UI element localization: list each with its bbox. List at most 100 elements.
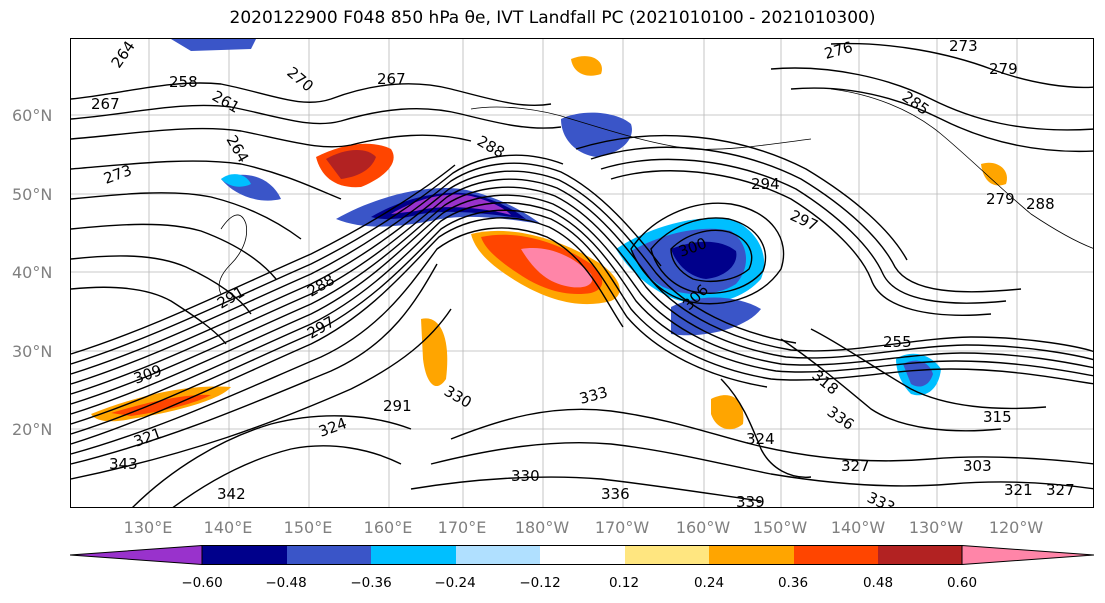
contour-line <box>71 209 1093 435</box>
negative-anomaly-region <box>171 39 256 51</box>
contour-label: 297 <box>787 206 821 234</box>
contour-line <box>71 202 1093 425</box>
contour-label: 333 <box>864 488 898 508</box>
lat-label-40n: 40°N <box>12 263 53 282</box>
colorbar-swatch <box>878 545 962 565</box>
lon-label-140e: 140°E <box>203 518 253 537</box>
contour-line <box>71 82 552 107</box>
colorbar-tick-label: 0.48 <box>862 575 894 591</box>
contour-label: 324 <box>316 414 349 441</box>
contour-line <box>71 154 564 365</box>
colorbar <box>70 545 1094 565</box>
lat-label-60n: 60°N <box>12 106 53 125</box>
contour-label: 330 <box>511 467 540 485</box>
map-panel: 264 267 258 261 264 267 270 276 273 279 … <box>70 38 1094 508</box>
contour-label: 339 <box>736 493 765 508</box>
lon-label-180w: 180°W <box>514 518 570 537</box>
contour-line <box>71 104 562 129</box>
contour-line <box>71 286 227 345</box>
positive-anomaly-region <box>326 150 376 179</box>
negative-anomaly-region <box>221 174 251 187</box>
contour-label: 255 <box>883 333 912 351</box>
contour-line <box>71 255 252 315</box>
lon-label-130w: 130°W <box>908 518 964 537</box>
lon-label-150w: 150°W <box>752 518 808 537</box>
negative-anomaly-region <box>671 241 737 279</box>
colorbar-swatch <box>794 545 878 565</box>
contour-line <box>410 476 762 502</box>
contour-label: 336 <box>601 485 630 503</box>
lon-label-120w: 120°W <box>988 518 1044 537</box>
contour-line <box>650 217 767 294</box>
contour-label: 291 <box>383 397 412 415</box>
lon-label-130e: 130°E <box>123 518 173 537</box>
lat-label-20n: 20°N <box>12 420 53 439</box>
negative-anomaly-region <box>391 194 511 215</box>
contour-line <box>71 227 624 455</box>
contour-line <box>575 134 908 261</box>
contour-label: 279 <box>986 190 1015 208</box>
colorbar-tick-label: −0.48 <box>265 575 307 591</box>
contour-label: 279 <box>989 60 1018 78</box>
contour-label: 285 <box>899 88 933 119</box>
contour-label: 327 <box>841 457 870 475</box>
colorbar-swatch <box>540 545 625 565</box>
contour-label: 294 <box>751 175 780 193</box>
contour-line <box>450 408 1093 465</box>
contour-label: 309 <box>131 361 164 388</box>
colorbar-tick-label: −0.36 <box>350 575 392 591</box>
coastline <box>218 214 248 295</box>
contour-label: 321 <box>131 424 164 451</box>
contour-line <box>600 158 1007 304</box>
contour-label: 288 <box>1026 195 1055 213</box>
lat-label-30n: 30°N <box>12 342 53 361</box>
colorbar-swatch <box>371 545 456 565</box>
contour-line <box>71 263 438 465</box>
negative-anomaly-region <box>561 112 632 157</box>
contour-label: 258 <box>169 73 198 91</box>
lon-label-160w: 160°W <box>675 518 731 537</box>
contour-label: 264 <box>223 132 253 166</box>
contour-line <box>132 415 412 507</box>
contour-label: 276 <box>822 39 854 63</box>
contour-line <box>172 445 402 507</box>
contour-line <box>71 178 1093 395</box>
colorbar-swatch <box>456 545 540 565</box>
contour-label: 264 <box>108 39 139 71</box>
contour-line <box>610 170 992 316</box>
contour-line <box>590 146 1022 293</box>
contour-line <box>71 186 1093 405</box>
negative-anomaly-region <box>903 360 933 387</box>
colorbar-tick-label: −0.24 <box>434 575 476 591</box>
colorbar-tick-label: −0.60 <box>181 575 223 591</box>
colorbar-swatch <box>709 545 794 565</box>
theta-e-contours <box>71 42 1093 507</box>
lon-label-170e: 170°E <box>437 518 487 537</box>
contour-label: 315 <box>983 408 1012 426</box>
chart-title: 2020122900 F048 850 hPa θe, IVT Landfall… <box>229 8 876 28</box>
colorbar-outline <box>201 545 963 565</box>
lat-label-50n: 50°N <box>12 185 53 204</box>
contour-label: 267 <box>377 70 406 88</box>
colorbar-swatch <box>625 545 709 565</box>
contour-line <box>71 170 797 385</box>
contour-line <box>780 338 1002 432</box>
contour-label: 330 <box>441 382 475 412</box>
contour-label: 273 <box>949 39 978 55</box>
contour-label: 273 <box>101 161 134 188</box>
positive-anomaly-region <box>571 56 602 76</box>
contour-line <box>71 194 1093 415</box>
contour-label: 261 <box>209 87 243 117</box>
colorbar-tick-label: 0.24 <box>693 575 725 591</box>
positive-anomaly-region <box>711 395 744 430</box>
colorbar-tick-label: 0.36 <box>777 575 809 591</box>
contour-label: 342 <box>217 485 246 503</box>
contour-line <box>71 217 768 445</box>
contour-line <box>770 67 1093 131</box>
map-canvas: 264 267 258 261 264 267 270 276 273 279 … <box>71 39 1093 508</box>
colorbar-tick-label: 0.12 <box>608 575 640 591</box>
contour-label: 343 <box>109 455 138 473</box>
colorbar-swatch <box>962 545 1094 565</box>
contour-line <box>670 229 753 282</box>
contour-line <box>430 442 1093 490</box>
